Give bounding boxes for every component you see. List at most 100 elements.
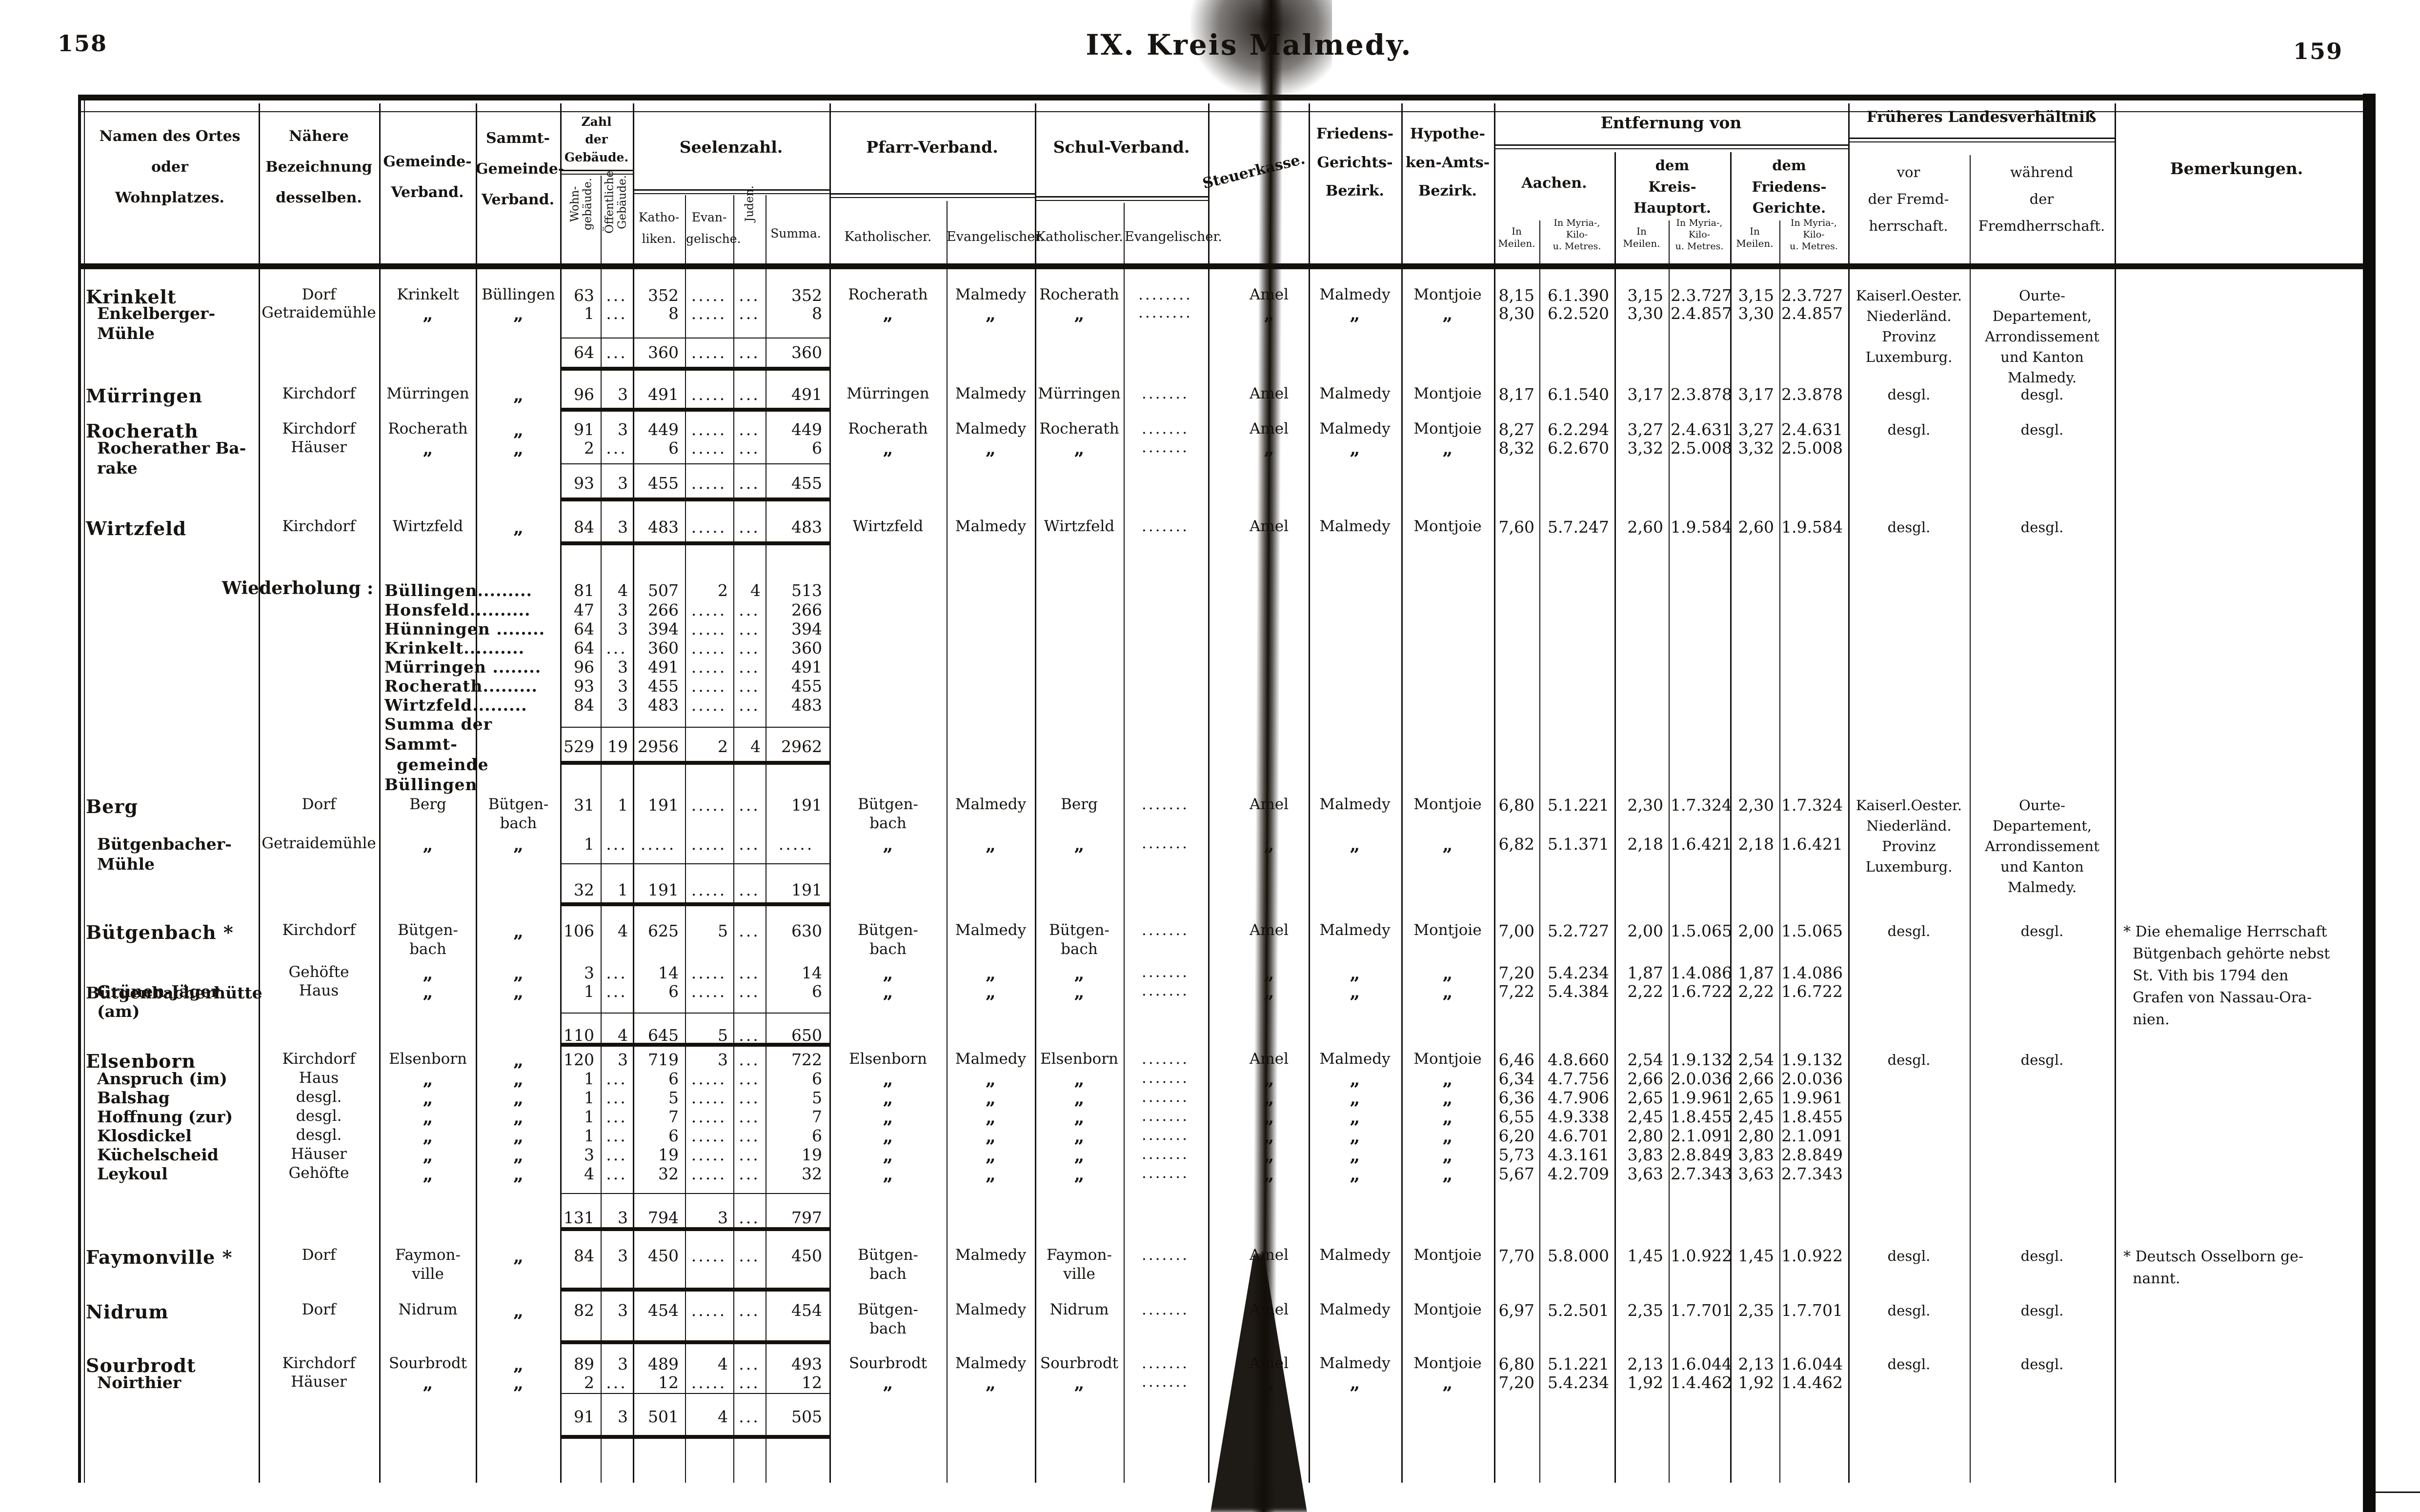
cell-krinkelt-akm: 6.1.390 [1548,286,1609,305]
cell-krinkelt-sche: ........ [1138,286,1192,303]
cell-noirthier-ger: „ [1350,1373,1360,1393]
cell-bgm-gem: „ [423,835,433,855]
cell-faymonville-jud: ... [739,1246,760,1265]
cell-anspruch-akm: 4.7.756 [1548,1069,1609,1088]
cell-rocherath-fkm: 2.4.631 [1781,420,1843,439]
cell-wdh-rocherath-sum: 455 [791,676,822,696]
cell-wdh-huenningen-sum: 394 [791,619,822,638]
row-rule [1494,144,1848,146]
cell-sub-krinkelt-sum: 360 [791,343,822,362]
column-rule [1614,152,1616,1483]
cell-muerringen-type: Kirchdorf [282,385,356,402]
header-unit_meilen: In Meilen. [1623,225,1660,249]
row-rule [560,1043,829,1047]
cell-sourbrodt-wohn: 89 [574,1354,594,1373]
cell-kuechelscheid-type: Häuser [291,1145,347,1163]
cell-faymonville-fm: 1,45 [1738,1246,1774,1265]
cell-wirtzfeld-type: Kirchdorf [282,517,356,535]
cell-wdh-krinkelt-sum: 360 [791,638,822,657]
cell-muerringen-sammt: „ [513,385,524,405]
row-rule [78,95,2375,100]
cell-hoffnung-sum: 7 [812,1107,822,1126]
cell-muerringen-am: 8,17 [1498,385,1534,404]
cell-balshag-jud: ... [739,1088,760,1107]
cell-elsenborn-wohn: 120 [564,1050,594,1069]
cell-klosdickel-pfk: „ [883,1126,893,1147]
cell-nidrum-sche: ....... [1142,1301,1189,1318]
cell-sourbrodt-wae: desgl. [2020,1356,2064,1373]
cell-krinkelt-kkm: 2.3.727 [1671,286,1732,305]
header-sammt: Sammt- Gemeinde- Verband. [476,130,565,208]
cell-nidrum-kkm: 1.7.701 [1671,1301,1732,1320]
cell-barake-akm: 6.2.670 [1548,438,1609,458]
cell-enkelberger-ev: ..... [691,304,727,323]
cell-sourbrodt-km: 2,13 [1627,1354,1663,1373]
row-rule [560,1435,829,1439]
cell-elsenborn-schk: Elsenborn [1040,1050,1119,1068]
cell-balshag-ger: „ [1350,1088,1360,1109]
row-rule [560,761,829,765]
cell-elsenborn-kath: 719 [648,1050,679,1069]
header-parish_sub1: Katholischer. [844,229,932,244]
column-rule [1970,155,1971,1483]
column-rule [633,103,634,1483]
row-rule [560,170,633,171]
cell-enkelberger-fkm: 2.4.857 [1781,304,1843,323]
header-unit_myria: In Myria-, Kilo- u. Metres. [1553,218,1601,252]
cell-leykoul-am: 5,67 [1498,1164,1534,1183]
cell-huette-sche: ....... [1142,963,1189,981]
column-rule [1669,220,1670,1483]
cell-noirthier-sum: 12 [802,1373,822,1392]
cell-rocherath-ger: Malmedy [1319,420,1391,438]
cell-sourbrodt-sum: 493 [791,1354,822,1373]
cell-anspruch-type: Haus [299,1069,339,1087]
cell-anspruch-ger: „ [1350,1069,1360,1090]
cell-anspruch-schk: „ [1074,1069,1085,1090]
cell-buetgenbach-wae: desgl. [2020,923,2064,939]
cell-wdh-wirtzfeld-wdh_item: Wirtzfeld......... [384,696,527,715]
header-name: Namen des Ortes oder Wohnplatzes. [99,128,241,206]
header-school_sub1: Katholischer. [1036,229,1123,244]
cell-anspruch-sche: ....... [1142,1069,1189,1087]
cell-anspruch-wohn: 1 [584,1069,594,1088]
cell-wirtzfeld-gem: Wirtzfeld [392,517,464,535]
cell-barake-gem: „ [423,438,433,459]
cell-wdh-krinkelt-wdh_item: Krinkelt.......... [384,638,525,657]
cell-noirthier-km: 1,92 [1627,1373,1663,1392]
cell-enkelberger-sum: 8 [812,304,822,323]
cell-hoffnung-wohn: 1 [584,1107,594,1126]
cell-anspruch-name: Anspruch (im) [86,1069,227,1088]
column-rule [1539,220,1540,1483]
binding-fold-smudge-top [1190,0,1332,98]
cell-balshag-kkm: 1.9.961 [1671,1088,1732,1107]
cell-anspruch-sum: 6 [812,1069,822,1088]
cell-elsenborn-type: Kirchdorf [282,1050,356,1068]
cell-nidrum-fkm: 1.7.701 [1781,1301,1843,1320]
cell-klosdickel-hyp: „ [1442,1126,1453,1147]
cell-faymonville-am: 7,70 [1498,1246,1534,1265]
row-rule [560,1340,829,1344]
cell-muerringen-ger: Malmedy [1319,385,1391,402]
cell-hoffnung-fm: 2,45 [1738,1107,1774,1126]
cell-sourbrodt-name: Sourbrodt [86,1354,196,1376]
cell-balshag-fkm: 1.9.961 [1781,1088,1843,1107]
cell-barake-hyp: „ [1442,438,1453,459]
cell-muerringen-km: 3,17 [1627,385,1663,404]
cell-krinkelt-gem: Krinkelt [397,286,459,303]
column-rule [1401,103,1403,1483]
cell-kuechelscheid-pfk: „ [883,1145,893,1166]
cell-wirtzfeld-ev: ..... [691,517,727,537]
cell-huette-schk: „ [1074,963,1085,984]
cell-noirthier-off: ... [606,1373,627,1392]
cell-sub-elsenborn-sum: 797 [791,1208,822,1227]
cell-noirthier-sche: ....... [1142,1373,1189,1391]
cell-rocherath-pfe: Malmedy [955,420,1027,438]
cell-buetgenbach-off: 4 [618,921,628,940]
cell-wdh-summa-sum: 2962 [781,737,822,756]
cell-sub-krinkelt-ev: ..... [691,343,727,362]
cell-buetgenbach-akm: 5.2.727 [1548,921,1609,940]
cell-anspruch-fkm: 2.0.036 [1781,1069,1843,1088]
cell-leykoul-jud: ... [739,1164,760,1183]
cell-berg-fm: 2,30 [1738,796,1774,815]
